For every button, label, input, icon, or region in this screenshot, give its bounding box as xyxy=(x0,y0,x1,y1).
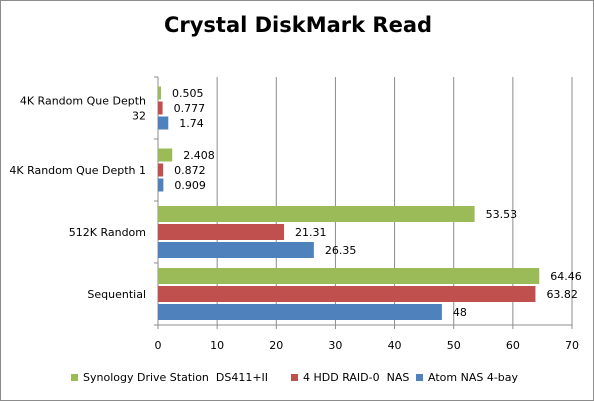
data-label: 0.872 xyxy=(174,164,206,177)
data-label: 0.505 xyxy=(172,87,204,100)
x-tick-label: 50 xyxy=(447,339,461,352)
x-tick-label: 20 xyxy=(269,339,283,352)
bar-0 xyxy=(158,268,540,284)
bar-2 xyxy=(158,116,169,130)
data-label: 2.408 xyxy=(183,149,215,162)
x-tick-label: 0 xyxy=(155,339,162,352)
bar-2 xyxy=(158,178,164,192)
data-label: 64.46 xyxy=(550,270,582,283)
data-label: 53.53 xyxy=(486,208,517,221)
category-label: 4K Random Que Depth 1 xyxy=(9,164,146,177)
data-label: 1.74 xyxy=(179,117,204,130)
x-tick-label: 10 xyxy=(210,339,224,352)
legend-swatch xyxy=(71,374,78,381)
bar-0 xyxy=(158,206,475,222)
legend-label: Synology Drive Station DS411+II xyxy=(83,371,269,384)
category-label: 32 xyxy=(132,110,146,123)
chart-title: Crystal DiskMark Read xyxy=(163,13,433,37)
legend-item: 4 HDD RAID-0 NAS xyxy=(291,371,409,384)
bar-2 xyxy=(158,242,314,258)
x-tick-label: 40 xyxy=(388,339,402,352)
legend-swatch xyxy=(416,374,423,381)
bar-0 xyxy=(158,148,173,162)
bar-2 xyxy=(158,304,442,320)
data-label: 21.31 xyxy=(295,226,327,239)
bar-1 xyxy=(158,286,536,302)
bar-1 xyxy=(158,163,164,177)
legend-item: Synology Drive Station DS411+II xyxy=(71,371,268,384)
category-label: Sequential xyxy=(87,288,146,301)
x-tick-label: 60 xyxy=(506,339,520,352)
bar-0 xyxy=(158,86,161,100)
data-label: 26.35 xyxy=(325,244,357,257)
x-tick-label: 70 xyxy=(565,339,579,352)
legend-label: 4 HDD RAID-0 NAS xyxy=(303,371,410,384)
bar-1 xyxy=(158,224,285,240)
data-label: 0.777 xyxy=(174,102,206,115)
bar-1 xyxy=(158,101,163,115)
data-label: 63.82 xyxy=(546,288,578,301)
category-label: 512K Random xyxy=(69,226,146,239)
data-label: 0.909 xyxy=(174,179,206,192)
x-tick-label: 30 xyxy=(328,339,342,352)
bar-chart: 0 10 20 30 40 50 60 70 4K Random Que Depth 32 0.50… xyxy=(9,76,582,352)
legend-swatch xyxy=(291,374,298,381)
data-label: 48 xyxy=(453,306,467,319)
legend-label: Atom NAS 4-bay xyxy=(428,371,519,384)
legend-item: Atom NAS 4-bay xyxy=(416,371,518,384)
category-label: 4K Random Que Depth xyxy=(20,95,146,108)
